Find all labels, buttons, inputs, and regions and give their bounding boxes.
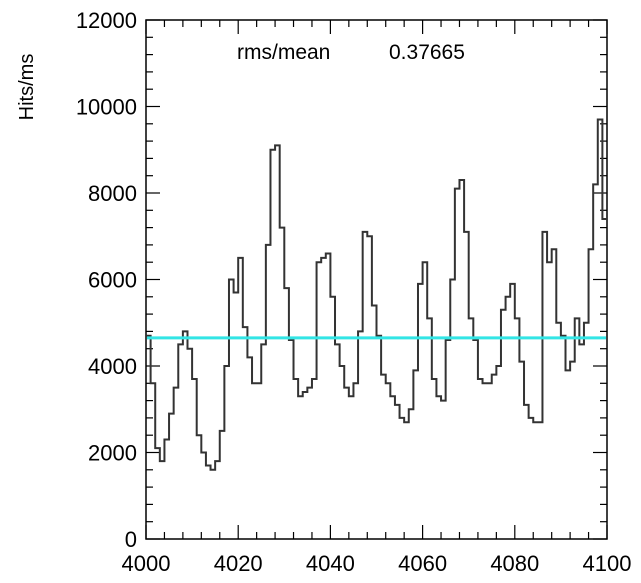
y-tick-label: 10000: [76, 95, 137, 120]
annotation-label: rms/mean: [237, 41, 330, 64]
x-tick-label: 4040: [306, 551, 355, 576]
x-tick-label: 4100: [583, 551, 632, 576]
y-axis-label: Hits/ms: [16, 54, 38, 121]
x-tick-label: 4060: [398, 551, 447, 576]
y-tick-label: 0: [125, 527, 137, 552]
y-tick-label: 2000: [88, 441, 137, 466]
x-tick-label: 4000: [122, 551, 171, 576]
annotation-value: 0.37665: [389, 41, 465, 64]
x-tick-label: 4080: [490, 551, 539, 576]
y-tick-label: 8000: [88, 181, 137, 206]
x-axis-ticks: 4000 4020 4040 4060 4080 4100: [122, 20, 632, 576]
y-tick-label: 4000: [88, 354, 137, 379]
histogram-series-line: [146, 118, 607, 471]
y-tick-label: 12000: [76, 8, 137, 33]
x-tick-label: 4020: [214, 551, 263, 576]
y-tick-label: 6000: [88, 268, 137, 293]
data-layer: [146, 118, 607, 471]
y-axis-ticks: 0 2000 4000 6000 8000 10000 12000: [76, 8, 607, 552]
